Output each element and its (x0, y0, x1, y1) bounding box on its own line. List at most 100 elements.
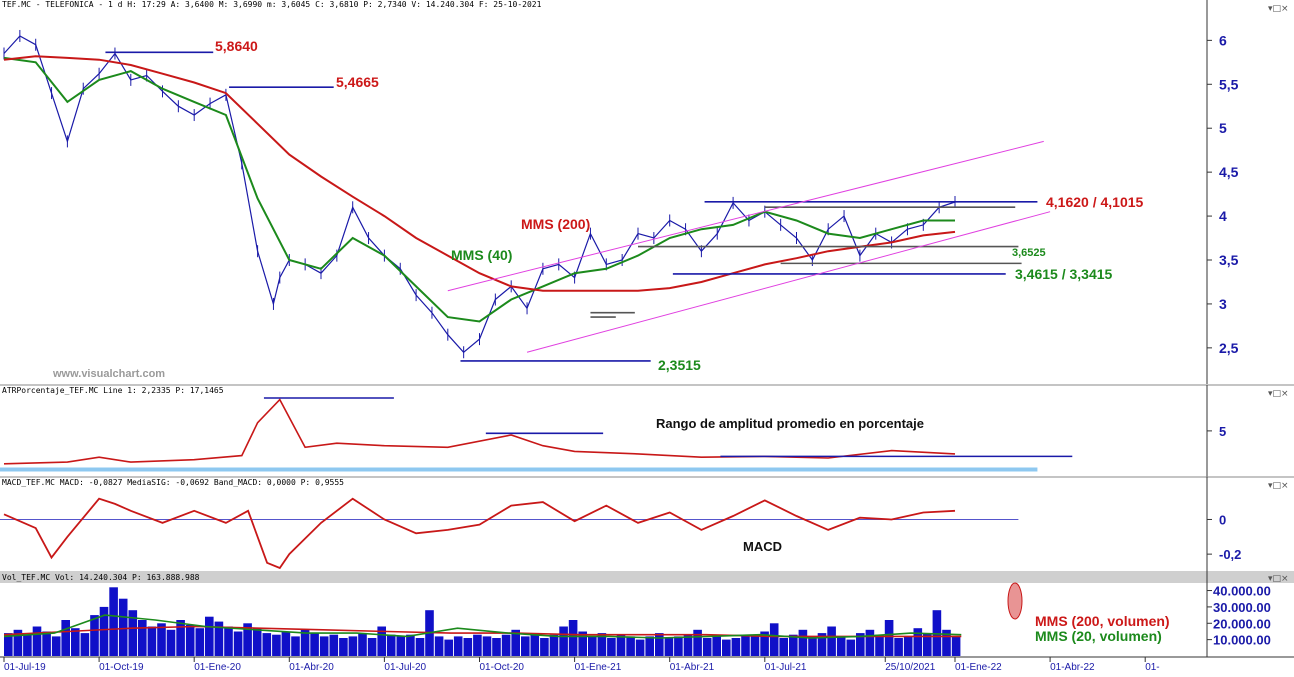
volume-bar (367, 638, 377, 656)
volume-bar (492, 638, 501, 656)
volume-bar (836, 636, 846, 656)
volume-legend-mms200: MMS (200, volumen) (1035, 613, 1170, 629)
window-buttons[interactable]: ▾□× (1268, 4, 1289, 14)
volume-bar (444, 639, 453, 656)
x-axis-tick-label: 01-Ene-22 (955, 662, 1002, 673)
volume-bar (789, 634, 798, 656)
level-5-8640-label: 5,8640 (215, 38, 258, 54)
volume-bar (61, 620, 70, 656)
volume-bar (903, 636, 913, 656)
price-series-line-1 (3, 56, 955, 323)
level-3-6525-label: 3,6525 (1012, 247, 1046, 259)
volume-bar (358, 633, 367, 656)
atr-title: Rango de amplitud promedio en porcentaje (656, 416, 924, 431)
volume-bar (71, 628, 80, 656)
volume-bar (674, 636, 683, 656)
price-series-line-2 (3, 55, 956, 292)
volume-bar (32, 626, 42, 656)
x-axis-tick-label: 01-Jul-21 (765, 662, 807, 673)
volume-bar (147, 626, 157, 656)
x-axis-tick-label: 01- (1145, 662, 1159, 673)
volume-bar (233, 631, 243, 656)
volume-bar (329, 634, 339, 656)
x-axis-tick-label: 01-Ene-20 (194, 662, 241, 673)
volume-bar (779, 638, 788, 656)
volume-bar (923, 633, 932, 656)
volume-bar (434, 636, 444, 656)
volume-bar (214, 621, 224, 656)
volume-bar (166, 629, 176, 656)
volume-bar (712, 636, 721, 656)
macd-y-tick-label: -0,2 (1219, 547, 1241, 562)
mms40-label: MMS (40) (451, 247, 512, 263)
volume-y-tick-label: 40.000.00 (1213, 584, 1271, 599)
x-axis-tick-label: 01-Jul-20 (384, 662, 426, 673)
volume-y-tick-label: 20.000.00 (1213, 616, 1271, 631)
volume-bar (741, 634, 750, 656)
volume-bar (42, 631, 51, 656)
macd-y-tick-label: 0 (1219, 512, 1226, 527)
macd-line-0 (3, 497, 956, 570)
price-overlays (105, 51, 1051, 362)
volume-bar (664, 638, 674, 656)
atr-series (0, 397, 1073, 472)
volume-bar (23, 634, 32, 656)
macd-panel: MACD_TEF.MC MACD: -0,0827 MediaSIG: -0,0… (0, 476, 1294, 571)
volume-window-buttons[interactable]: ▾□× (1268, 574, 1289, 584)
volume-bar (224, 626, 233, 656)
volume-highlight-marker (1007, 582, 1023, 620)
volume-bar (281, 631, 291, 656)
volume-bar (51, 636, 61, 656)
price-header: TEF.MC - TELEFONICA - 1 d H: 17:29 A: 3,… (2, 0, 542, 9)
volume-ma-line-2 (3, 614, 962, 639)
volume-bar (597, 633, 607, 656)
price-y-tick-label: 3 (1219, 296, 1227, 312)
price-y-tick-label: 4 (1219, 208, 1227, 224)
volume-y-tick-label: 30.000.00 (1213, 600, 1271, 615)
macd-title: MACD (743, 539, 782, 554)
volume-bar (406, 634, 415, 656)
level-5-4665-label: 5,4665 (336, 74, 379, 90)
volume-bar (645, 636, 654, 656)
macd-series (0, 497, 1019, 570)
price-series-line-0 (3, 35, 956, 354)
volume-bar (549, 634, 559, 656)
volume-bar (530, 633, 540, 656)
volume-bar (760, 631, 769, 656)
atr-window-buttons[interactable]: ▾□× (1268, 389, 1289, 399)
atr-y-axis: 5 (1207, 424, 1226, 439)
volume-bar (252, 628, 262, 656)
volume-bar (415, 638, 425, 656)
volume-bar (827, 626, 836, 656)
x-axis: 01-Jul-19 01-Oct-19 01-Ene-20 01-Abr-20 01-J… (0, 656, 1294, 673)
price-y-tick-label: 4,5 (1219, 164, 1239, 180)
macd-header: MACD_TEF.MC MACD: -0,0827 MediaSIG: -0,0… (2, 478, 344, 487)
volume-bar (635, 639, 645, 656)
volume-bar (157, 623, 166, 656)
volume-bar (482, 636, 492, 656)
volume-bar (769, 623, 779, 656)
volume-bar (90, 615, 99, 656)
volume-bar (884, 620, 894, 656)
level-4-1620-label: 4,1620 / 4,1015 (1046, 194, 1144, 210)
volume-bar (377, 626, 386, 656)
volume-header: Vol_TEF.MC Vol: 14.240.304 P: 163.888.98… (2, 573, 200, 582)
volume-bar (894, 638, 903, 656)
channel-lower (526, 211, 1051, 353)
volume-bar (300, 629, 310, 656)
macd-window-buttons[interactable]: ▾□× (1268, 481, 1289, 491)
price-y-tick-label: 2,5 (1219, 340, 1239, 356)
volume-bar (951, 636, 961, 656)
volume-bar (808, 636, 817, 656)
level-2-3515-label: 2,3515 (658, 357, 701, 373)
volume-bar (262, 633, 272, 656)
volume-bar (339, 638, 348, 656)
volume-bar (310, 633, 319, 656)
volume-bar (913, 628, 923, 656)
watermark: www.visualchart.com (52, 368, 165, 380)
x-axis-tick-label: 25/10/2021 (885, 662, 935, 673)
volume-bar (568, 620, 578, 656)
volume-bar (195, 628, 205, 656)
volume-bar (291, 636, 300, 656)
channel-upper (447, 140, 1044, 292)
